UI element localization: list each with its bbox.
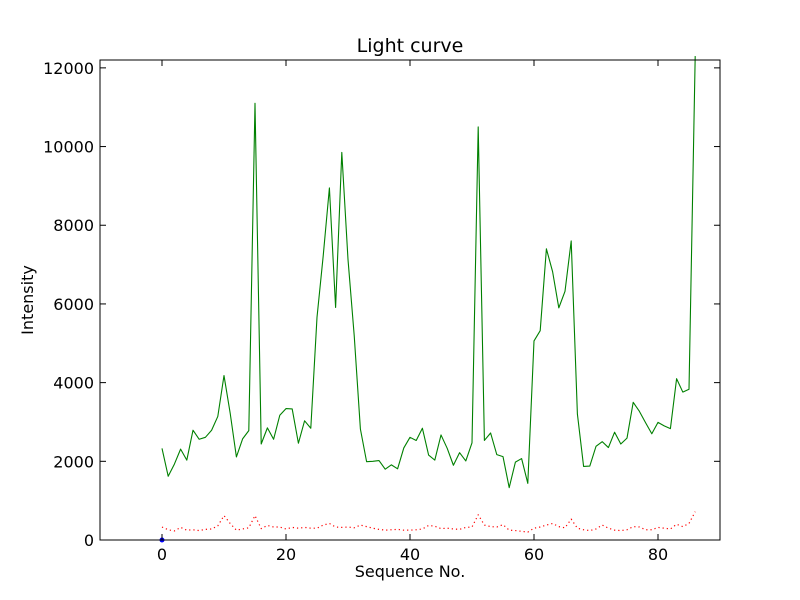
x-tick-label: 40: [400, 545, 420, 564]
y-tick-label: 10000: [43, 138, 94, 157]
y-axis-label: Intensity: [18, 265, 37, 335]
x-tick-label: 0: [157, 545, 167, 564]
y-tick-label: 0: [84, 531, 94, 550]
series-1-line: [161, 511, 696, 533]
series-0-line: [161, 56, 696, 489]
x-tick-label: 60: [524, 545, 544, 564]
y-tick-label: 8000: [53, 216, 94, 235]
x-tick-label: 80: [648, 545, 668, 564]
y-tick-label: 6000: [53, 295, 94, 314]
plot-area: [100, 60, 720, 540]
x-axis-label: Sequence No.: [355, 562, 466, 581]
tick-layer: 0 20 40 60 80 0 2000 4000 6000 8000 10000 12000: [43, 59, 720, 564]
y-tick-label: 12000: [43, 59, 94, 78]
y-tick-label: 4000: [53, 374, 94, 393]
y-tick-label: 2000: [53, 452, 94, 471]
chart-title: Light curve: [357, 35, 464, 57]
x-tick-label: 20: [276, 545, 296, 564]
